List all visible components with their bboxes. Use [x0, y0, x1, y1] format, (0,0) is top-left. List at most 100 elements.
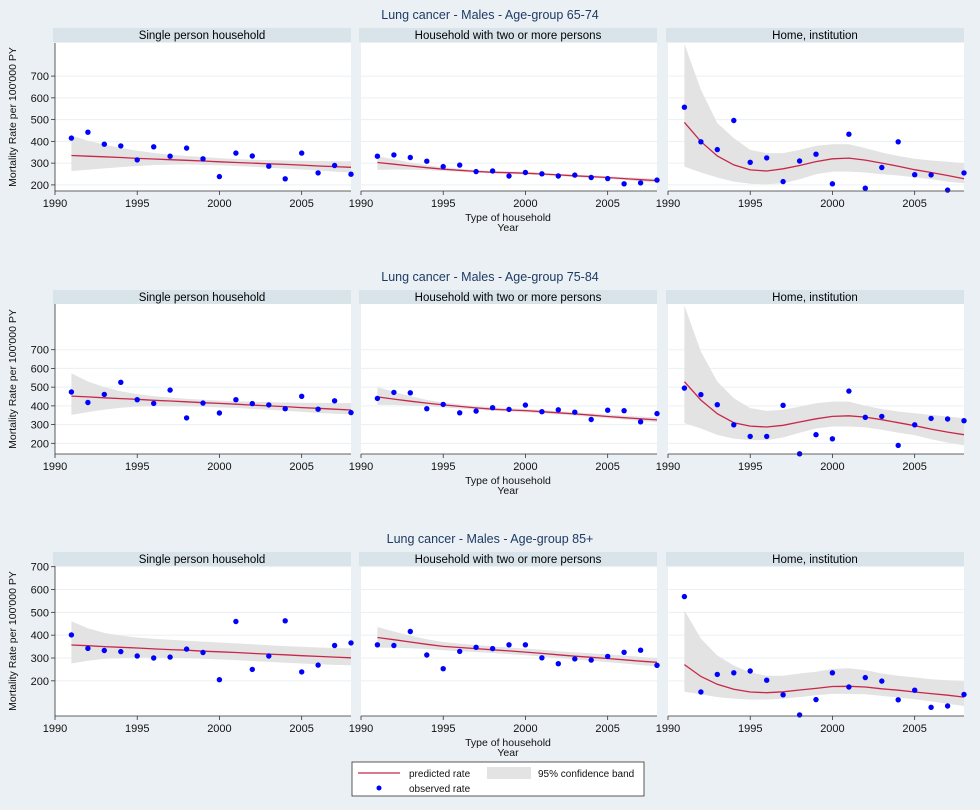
observed-point: [167, 654, 173, 660]
observed-point: [440, 666, 446, 672]
observed-point: [299, 393, 305, 399]
panel-title: Household with two or more persons: [415, 30, 602, 42]
x-tick-label: 2005: [902, 198, 926, 210]
x-tick-label: 1995: [738, 723, 762, 735]
observed-point: [200, 156, 206, 162]
facet-panel: Single person household 1990 1995 2000 2005 2…: [31, 28, 354, 210]
observed-point: [862, 414, 868, 420]
x-tick-label: 1995: [125, 198, 149, 210]
observed-point: [457, 410, 463, 416]
y-tick-label: 700: [31, 71, 49, 83]
observed-point: [654, 662, 660, 668]
observed-point: [764, 677, 770, 683]
x-tick-label: 1990: [43, 198, 67, 210]
y-tick-label: 600: [31, 585, 49, 597]
observed-point: [216, 410, 223, 416]
observed-point: [118, 379, 124, 385]
observed-point: [747, 159, 753, 165]
y-tick-label: 400: [31, 630, 49, 642]
observed-point: [555, 407, 561, 413]
legend: predicted rate 95% confidence band obser…: [351, 761, 645, 797]
observed-point: [249, 153, 255, 159]
observed-point: [846, 388, 852, 394]
observed-point: [457, 162, 463, 168]
observed-point: [605, 407, 611, 413]
x-tick-label: 1990: [43, 723, 67, 735]
observed-point: [299, 669, 305, 675]
facet-panel: Home, institution 1990 1995 2000 2005: [656, 290, 967, 473]
observed-point: [391, 642, 397, 649]
observed-point: [266, 163, 272, 169]
observed-point: [315, 170, 321, 176]
predicted-line: [377, 636, 658, 663]
x-axis-label: Type of household: [465, 212, 551, 224]
panel-strip: [53, 290, 351, 304]
observed-point: [764, 433, 770, 440]
observed-point: [489, 645, 496, 652]
observed-point: [68, 389, 75, 395]
observed-point: [912, 172, 918, 178]
observed-point: [846, 131, 852, 137]
observed-point: [249, 666, 255, 673]
observed-point: [118, 648, 124, 655]
observed-point: [961, 418, 967, 424]
observed-point: [780, 178, 786, 185]
x-tick-label: 2000: [820, 198, 844, 210]
observed-point: [282, 176, 288, 182]
x-tick-label: 1995: [738, 198, 762, 210]
x-tick-label: 1995: [738, 461, 762, 473]
observed-point: [829, 670, 836, 676]
x-tick-label: 2005: [289, 198, 313, 210]
observed-point: [200, 400, 206, 406]
observed-point: [698, 689, 704, 695]
observed-point: [621, 649, 627, 655]
observed-point: [167, 387, 173, 393]
predicted-line: [683, 381, 965, 436]
facet-row: Lung cancer - Males - Age-group 75-84 Mor…: [7, 270, 967, 497]
legend-observed-label: observed rate: [409, 784, 471, 795]
y-tick-label: 500: [31, 382, 49, 394]
observed-point: [331, 642, 338, 649]
observed-point: [151, 655, 157, 661]
observed-point: [407, 390, 413, 396]
x-tick-label: 1995: [125, 723, 149, 735]
x-axis-label-year: Year: [497, 747, 519, 759]
observed-point: [698, 139, 704, 145]
x-tick-label: 1990: [349, 723, 373, 735]
panel-title: Household with two or more persons: [415, 554, 602, 566]
panel-strip: [666, 552, 964, 566]
observed-point: [216, 677, 223, 683]
observed-point: [374, 395, 381, 402]
observed-point: [299, 150, 305, 156]
observed-point: [331, 162, 338, 169]
observed-point: [489, 168, 496, 174]
observed-point: [572, 656, 578, 662]
observed-point: [829, 181, 836, 187]
predicted-line: [683, 121, 965, 180]
observed-point: [555, 173, 561, 179]
observed-point: [151, 144, 157, 150]
y-tick-label: 700: [31, 345, 49, 357]
x-axis-label: Type of household: [465, 475, 551, 487]
x-axis-label: Type of household: [465, 737, 551, 749]
observed-point: [424, 158, 430, 164]
x-tick-label: 1995: [431, 723, 455, 735]
y-tick-label: 300: [31, 653, 49, 665]
observed-point: [637, 180, 644, 186]
observed-point: [266, 653, 272, 659]
observed-point: [714, 402, 720, 408]
plot-area: [361, 304, 657, 454]
observed-point: [522, 402, 529, 408]
observed-point: [68, 632, 75, 638]
plot-area: [55, 304, 351, 454]
x-tick-label: 1995: [431, 461, 455, 473]
observed-point: [233, 150, 239, 156]
y-axis-label: Mortality Rate per 100'000 PY: [7, 47, 19, 187]
y-tick-label: 300: [31, 158, 49, 170]
predicted-line: [377, 161, 658, 182]
observed-point: [522, 642, 529, 648]
observed-point: [134, 653, 140, 659]
observed-point: [348, 171, 354, 177]
observed-point: [183, 145, 190, 151]
observed-point: [407, 628, 413, 635]
